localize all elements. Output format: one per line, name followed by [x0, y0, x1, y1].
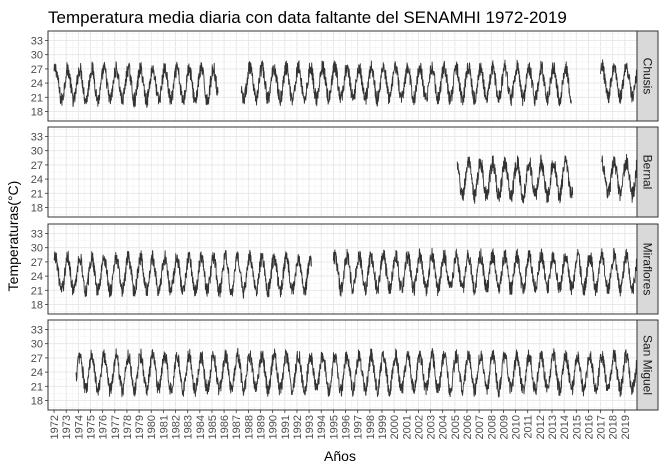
series-line-segment: [332, 247, 637, 297]
y-tick-label: 24: [31, 367, 43, 379]
y-tick-label: 18: [31, 396, 43, 408]
y-tick-label: 24: [31, 271, 43, 283]
x-tick-label: 1982: [171, 415, 183, 439]
y-tick-label: 24: [31, 174, 43, 186]
x-tick-label: 2001: [401, 415, 413, 439]
y-tick-label: 30: [31, 50, 43, 62]
x-tick-label: 1976: [98, 415, 110, 439]
x-tick-label: 1999: [377, 415, 389, 439]
x-tick-label: 1980: [146, 415, 158, 439]
facet-strip-label: Miraflores: [641, 243, 655, 296]
series-line-segment: [53, 61, 219, 108]
x-axis-title: Años: [324, 448, 356, 464]
x-tick-label: 2014: [559, 415, 571, 439]
chart-title: Temperatura media diaria con data faltan…: [48, 8, 567, 27]
series-line-segment: [601, 153, 637, 203]
facet-strip: [636, 30, 659, 122]
series-line-segment: [75, 347, 637, 398]
x-tick-label: 1974: [73, 415, 85, 439]
x-axis: 1972 1973 1974 1975 1976 1977 1978 1979 1980 1981…: [49, 410, 632, 439]
y-tick-label: 30: [31, 339, 43, 351]
y-axis-title: Temperaturas(°C): [5, 181, 21, 292]
x-tick-label: 1975: [86, 415, 98, 439]
panel-miraflores: 18 21 24 27 30 33 Miraflores: [31, 223, 659, 315]
x-tick-label: 2019: [620, 415, 632, 439]
x-tick-label: 1996: [341, 415, 353, 439]
x-tick-label: 1988: [243, 415, 255, 439]
x-tick-label: 1997: [353, 415, 365, 439]
x-tick-label: 2018: [608, 415, 620, 439]
x-tick-label: 2007: [474, 415, 486, 439]
y-tick-label: 27: [31, 160, 43, 172]
y-tick-label: 18: [31, 203, 43, 215]
x-tick-label: 1989: [256, 415, 268, 439]
facet-strip-label: San Miguel: [641, 335, 655, 395]
y-tick-label: 24: [31, 78, 43, 90]
x-tick-label: 1985: [207, 415, 219, 439]
x-tick-label: 1994: [316, 415, 328, 439]
x-tick-label: 1981: [158, 415, 170, 439]
y-tick-label: 33: [31, 324, 43, 336]
x-tick-label: 2010: [511, 415, 523, 439]
x-tick-label: 1992: [292, 415, 304, 439]
y-tick-label: 18: [31, 107, 43, 119]
x-tick-label: 1986: [219, 415, 231, 439]
series-line-segment: [240, 59, 572, 107]
y-tick-label: 33: [31, 131, 43, 143]
series-line-segment: [53, 249, 312, 299]
y-tick-label: 30: [31, 146, 43, 158]
x-tick-label: 1993: [304, 415, 316, 439]
x-tick-label: 1979: [134, 415, 146, 439]
y-tick-label: 18: [31, 300, 43, 312]
x-tick-label: 2004: [438, 415, 450, 439]
facet-strip-label: Bernal: [641, 155, 655, 190]
x-tick-label: 2012: [535, 415, 547, 439]
y-tick-label: 21: [31, 92, 43, 104]
x-tick-label: 1972: [49, 415, 61, 439]
x-tick-label: 2000: [389, 415, 401, 439]
x-tick-label: 1995: [328, 415, 340, 439]
y-tick-label: 33: [31, 35, 43, 47]
series-line-segment: [456, 154, 574, 204]
facet-strip: [636, 319, 659, 411]
facet-strip-label: Chusis: [641, 58, 655, 95]
facet-strip: [636, 223, 659, 315]
y-tick-label: 21: [31, 285, 43, 297]
x-tick-label: 1978: [122, 415, 134, 439]
panel-chusis: 18 21 24 27 30 33 Chusis: [31, 30, 659, 122]
y-tick-label: 27: [31, 353, 43, 365]
x-tick-label: 1973: [61, 415, 73, 439]
panels: 18 21 24 27 30 33 Chusis 18 21 24 27 30 33 Bernal 18 21…: [31, 30, 659, 411]
y-tick-label: 33: [31, 228, 43, 240]
x-tick-label: 2015: [571, 415, 583, 439]
panel-san-miguel: 18 21 24 27 30 33 San Miguel: [31, 319, 659, 411]
y-tick-label: 30: [31, 243, 43, 255]
x-tick-label: 2009: [498, 415, 510, 439]
x-tick-label: 2002: [413, 415, 425, 439]
y-tick-label: 21: [31, 381, 43, 393]
x-tick-label: 1984: [195, 415, 207, 439]
x-tick-label: 2011: [523, 415, 535, 439]
y-tick-label: 27: [31, 257, 43, 269]
x-tick-label: 1983: [183, 415, 195, 439]
x-tick-label: 2016: [583, 415, 595, 439]
x-tick-label: 2005: [450, 415, 462, 439]
x-tick-label: 1991: [280, 415, 292, 439]
x-tick-label: 2013: [547, 415, 559, 439]
x-tick-label: 2017: [596, 415, 608, 439]
x-tick-label: 1990: [268, 415, 280, 439]
x-tick-label: 2003: [426, 415, 438, 439]
panel-bernal: 18 21 24 27 30 33 Bernal: [31, 126, 659, 218]
x-tick-label: 1987: [231, 415, 243, 439]
x-tick-label: 2006: [462, 415, 474, 439]
y-tick-label: 21: [31, 188, 43, 200]
x-tick-label: 1977: [110, 415, 122, 439]
x-tick-label: 2008: [486, 415, 498, 439]
y-tick-label: 27: [31, 64, 43, 76]
facet-strip: [636, 126, 659, 218]
series-line-segment: [600, 59, 637, 104]
x-tick-label: 1998: [365, 415, 377, 439]
